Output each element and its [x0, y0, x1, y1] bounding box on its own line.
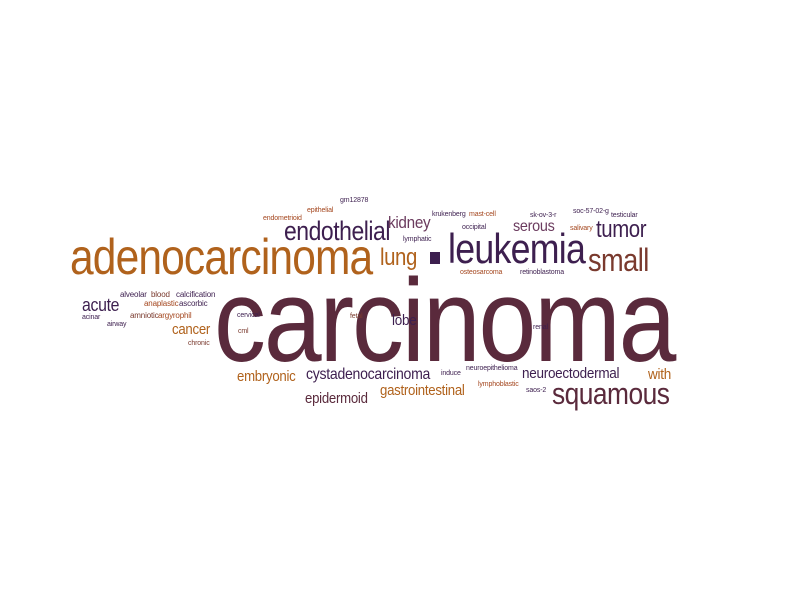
word-calcification: calcification	[176, 290, 216, 299]
word-chronic: chronic	[188, 340, 210, 347]
word-testicular: testicular	[611, 212, 638, 219]
word-endometrioid: endometrioid	[263, 215, 302, 222]
word-cml: cml	[238, 328, 249, 335]
word-small: small	[588, 242, 649, 278]
word-neuroectodermal: neuroectodermal	[522, 365, 620, 382]
word-amniotic: amniotic	[130, 311, 159, 320]
word-blood: blood	[151, 290, 170, 299]
word-lymphoblastic: lymphoblastic	[478, 381, 519, 388]
word-krukenberg: krukenberg	[432, 211, 466, 218]
word-sk-ov-3-r: sk-ov-3-r	[530, 212, 557, 219]
word-argyrophil: argyrophil	[158, 311, 192, 320]
word-acinar: acinar	[82, 314, 101, 321]
word-tumor: tumor	[596, 216, 647, 243]
word-gastrointestinal: gastrointestinal	[380, 382, 465, 399]
word-soc-57-02-g: soc-57-02-g	[573, 208, 609, 215]
word-lymphatic: lymphatic	[403, 236, 432, 243]
word-mast-cell: mast-cell	[469, 211, 496, 218]
word-epithelial: epithelial	[307, 207, 334, 214]
word-epidermoid: epidermoid	[305, 390, 368, 407]
word-embryonic: embryonic	[237, 368, 296, 385]
word-saos-2: saos-2	[526, 387, 547, 394]
word-fetal: fetal	[350, 313, 363, 320]
word-squamous: squamous	[552, 376, 670, 411]
word-anaplastic: anaplastic	[144, 299, 179, 308]
word-alveolar: alveolar	[120, 290, 147, 299]
word-occipital: occipital	[462, 224, 487, 231]
word-with: with	[648, 366, 671, 383]
word-ascorbic: ascorbic	[179, 299, 208, 308]
word-airway: airway	[107, 321, 127, 328]
word-leukemia: leukemia	[448, 225, 586, 272]
word-retinoblastoma: retinoblastoma	[520, 269, 564, 276]
word-leukemia-dot	[430, 252, 440, 264]
word-acute: acute	[82, 295, 120, 315]
word-cancer: cancer	[172, 321, 211, 338]
word-neuroepithelioma: neuroepithelioma	[466, 365, 518, 372]
word-cervical: cervical	[237, 312, 260, 319]
word-serous: serous	[513, 218, 555, 235]
word-renal: renal	[533, 324, 548, 331]
word-cystadenocarcinoma: cystadenocarcinoma	[306, 366, 431, 383]
word-induce: induce	[441, 370, 461, 377]
word-gm12878: gm12878	[340, 197, 369, 204]
word-adenocarcinoma: adenocarcinoma	[70, 229, 373, 285]
word-kidney: kidney	[388, 213, 431, 232]
word-lobe: lobe	[392, 312, 417, 329]
word-salivary: salivary	[570, 225, 593, 232]
word-lung: lung	[380, 244, 417, 271]
word-osteosarcoma: osteosarcoma	[460, 269, 503, 276]
word-carcinoma: carcinoma	[214, 255, 676, 387]
word-endothelial: endothelial	[284, 216, 390, 246]
